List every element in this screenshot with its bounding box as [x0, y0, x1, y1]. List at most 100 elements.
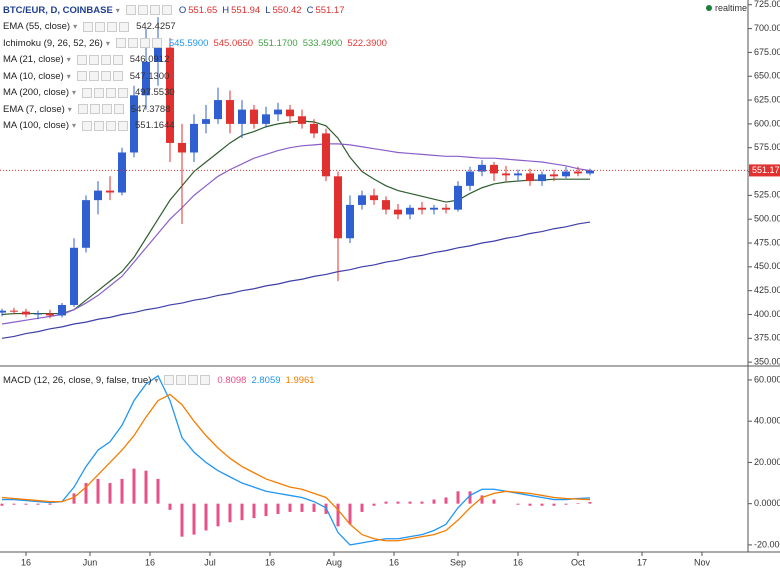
histogram-bar: [192, 503, 196, 535]
candle-body: [394, 209, 402, 215]
indicator-value: 497.5530: [135, 87, 175, 99]
icon[interactable]: [112, 71, 123, 82]
macd-line: [2, 374, 591, 546]
icon[interactable]: [89, 104, 100, 115]
histogram-bar: [480, 495, 484, 504]
icon[interactable]: [112, 54, 123, 65]
y-tick-label: 525.00: [754, 190, 780, 200]
header-row: BTC/EUR, D, COINBASE ▾ O 551.65 H 551.94 L 55…: [3, 4, 345, 16]
histogram-bar: [456, 491, 460, 504]
symbol: BTC/EUR, D, COINBASE: [3, 4, 113, 16]
icon[interactable]: [107, 21, 118, 32]
indicator-rows: EMA (55, close) ▾ 542.4257 Ichimoku (9, 26,…: [3, 19, 387, 135]
icon[interactable]: [115, 38, 126, 49]
candle-body: [226, 100, 234, 124]
indicator-value: 546.0912: [129, 54, 170, 66]
indicator-value: 547.3788: [130, 103, 171, 115]
macd-value: 1.9961: [285, 374, 315, 386]
histogram-bar: [372, 503, 376, 506]
candle-body: [382, 200, 390, 210]
histogram-bar: [84, 483, 88, 504]
ohlc-key: L: [265, 4, 271, 16]
histogram-bar: [552, 503, 556, 506]
icon[interactable]: [77, 104, 88, 115]
histogram-bar: [0, 503, 4, 506]
icon[interactable]: [113, 104, 124, 115]
histogram-bar: [408, 501, 412, 504]
icon[interactable]: [100, 54, 111, 65]
icon[interactable]: [127, 38, 138, 49]
candle-body: [574, 171, 582, 174]
histogram-bar: [300, 503, 304, 512]
histogram-bar: [108, 483, 112, 504]
icon[interactable]: [88, 71, 99, 82]
icon[interactable]: [94, 87, 105, 98]
dropdown-arrow: ▾: [73, 22, 78, 32]
indicator-row: Ichimoku (9, 26, 52, 26) ▾ 545.5900 545.065…: [3, 35, 387, 52]
candle-body: [286, 109, 294, 117]
icon[interactable]: [82, 87, 93, 98]
histogram-bar: [24, 503, 28, 505]
indicator-name: MA (200, close): [3, 87, 69, 99]
y-tick-label: 725.00: [754, 0, 780, 9]
histogram-bar: [72, 493, 76, 504]
x-tick-label: 16: [145, 557, 155, 567]
ohlc-value: 550.42: [272, 4, 302, 16]
candle-body: [118, 152, 126, 193]
histogram-bar: [228, 503, 232, 523]
macd-value: 2.8059: [251, 374, 281, 386]
candle-body: [10, 310, 18, 312]
indicator-line: [1, 143, 591, 325]
icon[interactable]: [106, 120, 117, 131]
histogram-bar: [48, 503, 52, 505]
icon[interactable]: [119, 21, 130, 32]
macd-title: MACD (12, 26, close, 9, false, true): [3, 374, 152, 386]
icon[interactable]: [101, 104, 112, 115]
icon[interactable]: [88, 54, 99, 65]
ohlc-value: 551.94: [231, 4, 261, 16]
candle-body: [550, 174, 558, 177]
indicator-value: 545.0650: [213, 37, 254, 49]
candle-body: [418, 207, 426, 210]
y-tick-label: 450.00: [754, 261, 780, 271]
icon[interactable]: [176, 375, 187, 386]
histogram-bar: [564, 503, 568, 505]
histogram-bar: [420, 501, 424, 504]
icon[interactable]: [82, 120, 93, 131]
icon[interactable]: [151, 38, 162, 49]
indicator-value: 522.3900: [347, 37, 387, 49]
x-tick-label: 16: [389, 557, 399, 567]
candle-body: [34, 313, 42, 315]
icon[interactable]: [118, 87, 129, 98]
icon[interactable]: [95, 21, 106, 32]
histogram-bar: [492, 499, 496, 504]
icon[interactable]: [94, 120, 105, 131]
icon[interactable]: [83, 21, 94, 32]
icon[interactable]: [106, 87, 117, 98]
histogram-bar: [144, 470, 148, 504]
icon[interactable]: [164, 375, 175, 386]
candle-body: [358, 195, 366, 205]
icon[interactable]: [76, 54, 87, 65]
candle-body: [190, 123, 198, 153]
indicator-name: MA (10, close): [3, 70, 64, 82]
icon[interactable]: [139, 38, 150, 49]
candle-body: [202, 119, 210, 124]
candle-body: [130, 95, 138, 153]
dropdown-arrow: ▾: [154, 375, 159, 385]
x-tick-label: 16: [21, 557, 31, 567]
x-tick-label: Oct: [571, 557, 586, 567]
icon[interactable]: [200, 375, 211, 386]
icon[interactable]: [100, 71, 111, 82]
icon[interactable]: [118, 120, 129, 131]
indicator-line: [1, 120, 590, 316]
icon[interactable]: [188, 375, 199, 386]
candle-body: [250, 109, 258, 124]
candle-body: [586, 170, 594, 174]
candle-body: [298, 116, 306, 124]
candle-body: [214, 100, 222, 120]
icon[interactable]: [76, 71, 87, 82]
y-tick-label: 400.00: [754, 309, 780, 319]
ohlc-value: 551.17: [315, 4, 345, 16]
